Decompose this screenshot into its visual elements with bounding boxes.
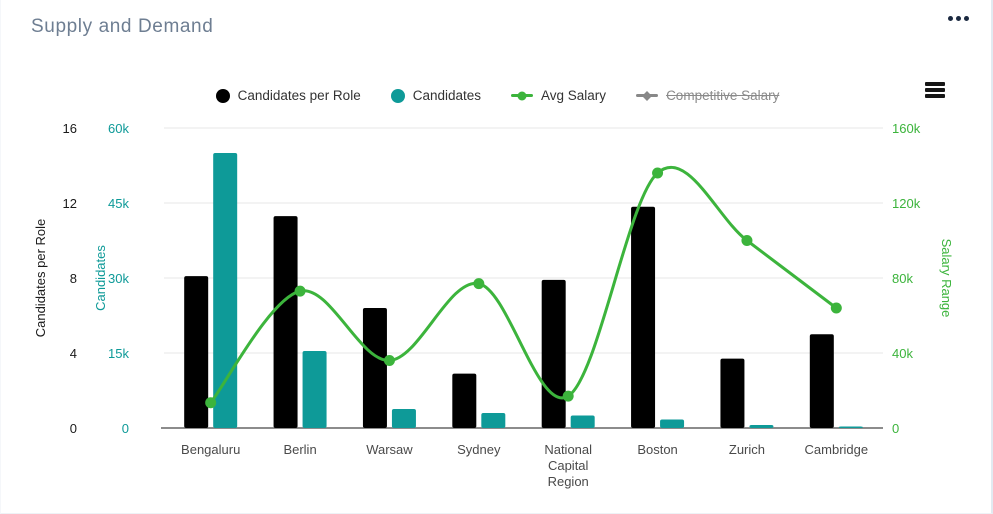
- candidates-axis-tick: 60k: [108, 121, 129, 136]
- candidates-circle-icon: [390, 88, 405, 103]
- candidates-per-role-circle-icon: [215, 88, 230, 103]
- bar-candidates-sydney[interactable]: [481, 413, 506, 428]
- chart-menu-button[interactable]: [923, 80, 947, 100]
- salary-range-axis-tick: 120k: [892, 196, 921, 211]
- salary-range-axis-title: Salary Range: [939, 239, 954, 318]
- bar-candidates-per-role-berlin[interactable]: [273, 216, 298, 428]
- line-avg-salary: [209, 165, 838, 404]
- bar-candidates-berlin[interactable]: [302, 351, 327, 428]
- dot-marker-icon: [517, 91, 527, 100]
- x-axis-label-boston: Boston: [637, 442, 677, 457]
- legend-label: Avg Salary: [541, 88, 607, 103]
- legend-label: Candidates per Role: [237, 88, 361, 103]
- candidates-per-role-axis-title: Candidates per Role: [33, 219, 48, 338]
- bar-candidates-per-role-national-capital-region[interactable]: [541, 279, 566, 428]
- bar-candidates-warsaw[interactable]: [391, 409, 416, 428]
- bar-candidates-per-role-sydney[interactable]: [452, 373, 477, 428]
- x-axis-label-berlin: Berlin: [283, 442, 316, 457]
- point-avg-salary-zurich[interactable]: [741, 235, 753, 246]
- candidates-per-role-axis-tick: 16: [63, 121, 77, 136]
- point-avg-salary-bengaluru[interactable]: [205, 397, 217, 409]
- bar-candidates-per-role-boston[interactable]: [631, 206, 656, 428]
- salary-range-axis-tick: 0: [892, 421, 899, 436]
- ellipsis-horizontal-icon: [948, 16, 969, 21]
- candidates-axis-tick: 15k: [108, 346, 129, 361]
- candidates-axis-tick: 30k: [108, 271, 129, 286]
- candidates-per-role-axis-tick: 12: [63, 196, 77, 211]
- x-axis-label-national-capital-region: National Capital Region: [544, 442, 592, 489]
- bar-candidates-national-capital-region[interactable]: [570, 415, 595, 429]
- candidates-axis-tick: 0: [122, 421, 129, 436]
- competitive-salary-line-diamond-icon: [636, 90, 659, 101]
- legend-item-candidates-per-role[interactable]: Candidates per Role: [215, 88, 361, 103]
- combo-chart: 0 4 8 12 16 0 15k 30k 45k 60k 0 40k 80k 120k 160k Candi…: [33, 121, 954, 489]
- bar-candidates-cambridge[interactable]: [838, 426, 863, 429]
- more-options-button[interactable]: [942, 10, 975, 27]
- bar-candidates-per-role-cambridge[interactable]: [809, 334, 834, 428]
- bar-candidates-per-role-warsaw[interactable]: [362, 308, 387, 428]
- candidates-per-role-axis-tick: 8: [70, 271, 77, 286]
- point-avg-salary-boston[interactable]: [652, 167, 664, 179]
- legend-item-candidates[interactable]: Candidates: [390, 88, 482, 103]
- bar-candidates-per-role-bengaluru[interactable]: [184, 276, 209, 428]
- point-avg-salary-warsaw[interactable]: [383, 355, 395, 366]
- point-avg-salary-sydney[interactable]: [473, 278, 485, 290]
- legend-label: Candidates: [412, 88, 482, 103]
- chart-legend: Candidates per Role Candidates Avg Salary C…: [1, 88, 991, 103]
- point-avg-salary-national-capital-region[interactable]: [562, 390, 574, 402]
- candidates-axis-title: Candidates: [93, 245, 108, 311]
- x-axis-label-warsaw: Warsaw: [366, 442, 413, 457]
- candidates-axis-tick: 45k: [108, 196, 129, 211]
- salary-range-axis-tick: 160k: [892, 121, 921, 136]
- candidates-per-role-axis-tick: 0: [70, 421, 77, 436]
- legend-item-competitive-salary[interactable]: Competitive Salary: [636, 88, 779, 103]
- x-axis-label-zurich: Zurich: [729, 442, 765, 457]
- hamburger-menu-icon: [925, 82, 945, 98]
- avg-salary-line-dot-icon: [511, 91, 534, 100]
- point-avg-salary-cambridge[interactable]: [830, 302, 842, 314]
- salary-range-axis-tick: 80k: [892, 271, 913, 286]
- candidates-per-role-axis-tick: 4: [70, 346, 77, 361]
- page-title: Supply and Demand: [31, 16, 214, 37]
- x-axis-label-sydney: Sydney: [457, 442, 501, 457]
- bar-candidates-bengaluru[interactable]: [213, 153, 238, 428]
- salary-range-axis-tick: 40k: [892, 346, 913, 361]
- point-avg-salary-berlin[interactable]: [294, 285, 306, 297]
- bar-candidates-boston[interactable]: [660, 419, 685, 429]
- x-axis-label-bengaluru: Bengaluru: [181, 442, 240, 457]
- bar-candidates-zurich[interactable]: [749, 425, 774, 428]
- legend-item-avg-salary[interactable]: Avg Salary: [511, 88, 606, 103]
- x-axis-label-cambridge: Cambridge: [805, 442, 869, 457]
- bar-candidates-per-role-zurich[interactable]: [720, 358, 745, 428]
- legend-label: Competitive Salary: [666, 88, 780, 103]
